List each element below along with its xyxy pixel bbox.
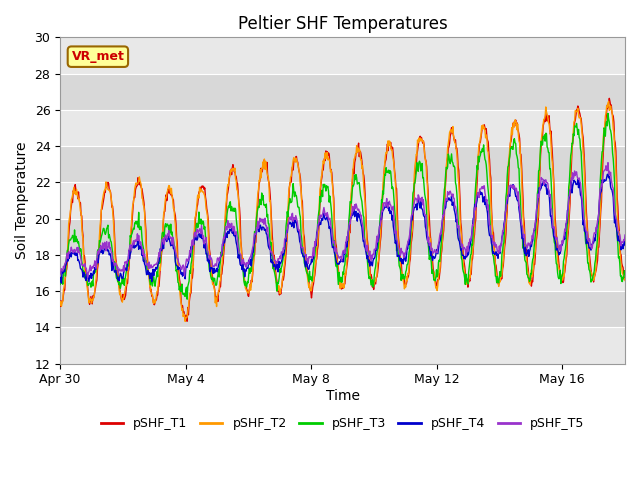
Title: Peltier SHF Temperatures: Peltier SHF Temperatures: [237, 15, 447, 33]
pSHF_T3: [604, 110, 612, 116]
pSHF_T4: [58, 280, 65, 286]
Text: VR_met: VR_met: [72, 50, 124, 63]
pSHF_T4: [262, 231, 270, 237]
pSHF_T1: [377, 234, 385, 240]
pSHF_T3: [183, 296, 191, 302]
X-axis label: Time: Time: [326, 389, 360, 403]
pSHF_T3: [262, 201, 270, 207]
pSHF_T2: [377, 224, 385, 229]
pSHF_T4: [77, 266, 85, 272]
pSHF_T3: [77, 246, 84, 252]
pSHF_T1: [190, 251, 198, 256]
Legend: pSHF_T1, pSHF_T2, pSHF_T3, pSHF_T4, pSHF_T5: pSHF_T1, pSHF_T2, pSHF_T3, pSHF_T4, pSHF…: [95, 412, 589, 435]
pSHF_T2: [262, 166, 270, 171]
Bar: [60, 182, 625, 219]
pSHF_T1: [56, 298, 64, 304]
pSHF_T5: [621, 232, 629, 238]
pSHF_T1: [605, 96, 613, 101]
Line: pSHF_T2: pSHF_T2: [60, 101, 625, 322]
pSHF_T5: [84, 275, 92, 280]
pSHF_T3: [56, 281, 64, 287]
pSHF_T2: [190, 235, 198, 240]
Bar: [60, 146, 625, 182]
Line: pSHF_T5: pSHF_T5: [60, 163, 625, 277]
pSHF_T1: [262, 166, 270, 172]
pSHF_T4: [56, 279, 64, 285]
pSHF_T4: [377, 215, 385, 221]
Bar: [60, 219, 625, 255]
Bar: [60, 327, 625, 364]
pSHF_T5: [292, 216, 300, 221]
Y-axis label: Soil Temperature: Soil Temperature: [15, 142, 29, 259]
pSHF_T4: [513, 197, 521, 203]
Bar: [60, 73, 625, 110]
pSHF_T5: [77, 253, 84, 259]
pSHF_T1: [77, 200, 84, 206]
pSHF_T5: [604, 160, 612, 166]
pSHF_T3: [513, 154, 521, 159]
Bar: [60, 291, 625, 327]
Line: pSHF_T4: pSHF_T4: [60, 174, 625, 283]
pSHF_T4: [621, 242, 629, 248]
pSHF_T2: [513, 127, 521, 132]
pSHF_T3: [377, 209, 385, 215]
pSHF_T3: [292, 193, 300, 199]
pSHF_T1: [513, 120, 521, 126]
Bar: [60, 255, 625, 291]
pSHF_T2: [292, 158, 300, 164]
Bar: [60, 37, 625, 73]
pSHF_T5: [513, 190, 521, 195]
pSHF_T5: [56, 271, 64, 277]
Bar: [60, 110, 625, 146]
pSHF_T4: [604, 171, 612, 177]
pSHF_T4: [292, 219, 300, 225]
pSHF_T4: [190, 241, 198, 247]
pSHF_T3: [190, 240, 198, 246]
pSHF_T5: [190, 237, 198, 242]
Line: pSHF_T3: pSHF_T3: [60, 113, 625, 299]
pSHF_T1: [621, 275, 629, 281]
pSHF_T2: [605, 98, 612, 104]
pSHF_T2: [181, 319, 189, 324]
pSHF_T3: [621, 272, 629, 277]
pSHF_T2: [56, 302, 64, 308]
pSHF_T5: [377, 218, 385, 224]
pSHF_T1: [292, 154, 300, 159]
pSHF_T2: [621, 277, 629, 283]
pSHF_T2: [77, 208, 84, 214]
pSHF_T5: [262, 223, 270, 228]
pSHF_T1: [183, 318, 191, 324]
Line: pSHF_T1: pSHF_T1: [60, 98, 625, 321]
